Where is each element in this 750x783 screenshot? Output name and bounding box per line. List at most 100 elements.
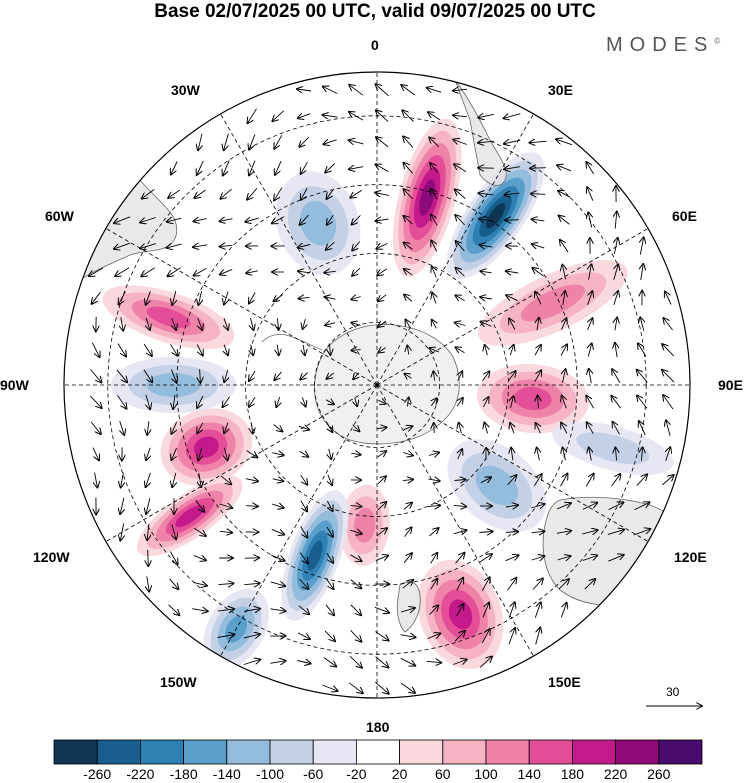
meridian-line	[376, 384, 662, 550]
wind-vector-arrow	[428, 112, 441, 121]
wind-vector-arrow	[455, 215, 466, 226]
wind-vector-arrow	[376, 110, 389, 122]
wind-vector-arrow	[404, 243, 413, 250]
wind-vector-arrow	[562, 318, 567, 330]
anomaly-blob	[102, 285, 235, 350]
wind-vector-arrow	[538, 396, 539, 409]
map-boundary	[63, 71, 691, 699]
wind-vector-arrow	[170, 344, 178, 355]
wind-vector-arrow	[480, 245, 493, 247]
wind-vector-arrow	[404, 216, 413, 225]
wind-vector-arrow	[375, 656, 389, 668]
wind-vector-arrow	[509, 319, 516, 330]
wind-vector-arrow	[640, 237, 643, 255]
wind-vector-arrow	[400, 657, 415, 665]
wind-vector-arrow	[429, 348, 439, 352]
wind-vector-arrow	[558, 191, 571, 198]
wind-vector-arrow	[348, 682, 363, 693]
wind-vector-arrow	[224, 447, 227, 461]
wind-vector-arrow	[301, 187, 308, 200]
wind-vector-arrow	[377, 502, 387, 511]
wind-vector-arrow	[297, 89, 312, 91]
wind-vector-arrow	[303, 344, 305, 355]
lon-label-120e: 120E	[674, 549, 707, 565]
wind-vector-arrow	[352, 424, 360, 432]
wind-vector-arrow	[666, 447, 671, 461]
wind-vector-arrow	[404, 295, 413, 302]
wind-vector-arrow	[430, 579, 438, 590]
wind-vector-arrow	[456, 578, 463, 591]
wind-vector-arrow	[325, 400, 334, 405]
wind-vector-arrow	[429, 137, 440, 148]
wind-vector-arrow	[146, 497, 150, 514]
wind-vector-arrow	[530, 141, 547, 142]
wind-vector-arrow	[193, 556, 206, 561]
colorbar-tick-label: 60	[435, 766, 451, 782]
wind-vector-arrow	[92, 291, 101, 304]
wind-vector-arrow	[273, 424, 283, 432]
lon-label-180: 180	[366, 719, 390, 735]
wind-vector-arrow	[146, 394, 150, 409]
meridian-line	[92, 384, 378, 550]
lon-label-30w: 30W	[171, 82, 200, 98]
wind-vector-arrow	[478, 114, 494, 117]
wind-vector-arrow	[249, 370, 256, 381]
wind-vector-arrow	[560, 474, 568, 487]
anomaly-contour	[514, 387, 552, 411]
wind-vector-arrow	[560, 603, 566, 618]
wind-vector-arrow	[271, 554, 284, 560]
wind-vector-arrow	[458, 449, 462, 460]
wind-vector-arrow	[532, 268, 544, 277]
wind-vector-arrow	[172, 472, 176, 487]
wind-vector-arrow	[350, 579, 362, 589]
wind-vector-arrow	[218, 583, 234, 584]
wind-vector-arrow	[431, 215, 438, 226]
wind-vector-arrow	[563, 291, 565, 306]
wind-vector-arrow	[298, 114, 311, 119]
wind-vector-arrow	[143, 343, 152, 356]
wind-vector-arrow	[146, 472, 151, 487]
colorbar-tick-label: 140	[517, 766, 541, 782]
wind-vector-arrow	[92, 447, 99, 461]
wind-vector-arrow	[148, 549, 149, 566]
wind-vector-arrow	[243, 660, 260, 665]
wind-vector-arrow	[224, 317, 228, 330]
anomaly-contour	[146, 306, 191, 328]
wind-vector-arrow	[638, 343, 647, 357]
wind-vector-arrow	[641, 264, 643, 281]
wind-vector-arrow	[243, 634, 260, 638]
wind-vector-arrow	[641, 447, 642, 461]
wind-vector-arrow	[349, 655, 362, 668]
wind-vector-arrow	[378, 400, 386, 404]
wind-vector-arrow	[277, 318, 278, 330]
wind-vector-arrow	[457, 398, 463, 407]
wind-vector-arrow	[430, 553, 438, 564]
wind-vector-arrow	[563, 369, 566, 383]
wind-vector-arrow	[505, 532, 518, 533]
lon-label-90e: 90E	[718, 377, 743, 393]
wind-vector-arrow	[272, 479, 284, 481]
wind-vector-arrow	[251, 344, 253, 355]
wind-vector-arrow	[556, 503, 571, 510]
wind-vector-arrow	[298, 271, 311, 273]
wind-vector-arrow	[300, 526, 308, 537]
wind-vector-arrow	[428, 453, 439, 456]
wind-vector-arrow	[481, 322, 492, 327]
wind-vector-arrow	[167, 218, 182, 222]
wind-vector-arrow	[666, 420, 670, 436]
wind-vector-arrow	[117, 343, 126, 357]
wind-vector-arrow	[327, 500, 332, 511]
wind-vector-arrow	[300, 500, 307, 512]
wind-vector-arrow	[534, 602, 540, 618]
wind-vector-arrow	[352, 215, 361, 224]
wind-vector-arrow	[301, 161, 308, 174]
wind-vector-arrow	[142, 189, 155, 198]
wind-vector-arrow	[611, 474, 621, 487]
wind-vector-arrow	[480, 271, 492, 273]
wind-vector-arrow	[639, 421, 646, 436]
wind-vector-arrow	[172, 524, 176, 540]
wind-vector-arrow	[377, 451, 386, 457]
wind-vector-arrow	[535, 628, 541, 645]
wind-vector-arrow	[634, 502, 650, 511]
wind-vector-arrow	[90, 369, 102, 383]
